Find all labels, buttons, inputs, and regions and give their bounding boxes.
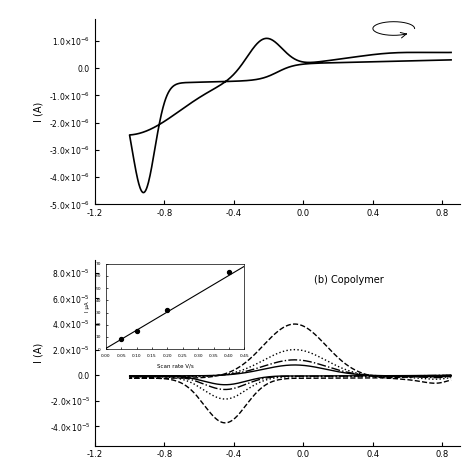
Y-axis label: I (A): I (A): [34, 343, 44, 363]
Text: (b) Copolymer: (b) Copolymer: [314, 275, 383, 285]
Y-axis label: I (A): I (A): [34, 101, 44, 122]
